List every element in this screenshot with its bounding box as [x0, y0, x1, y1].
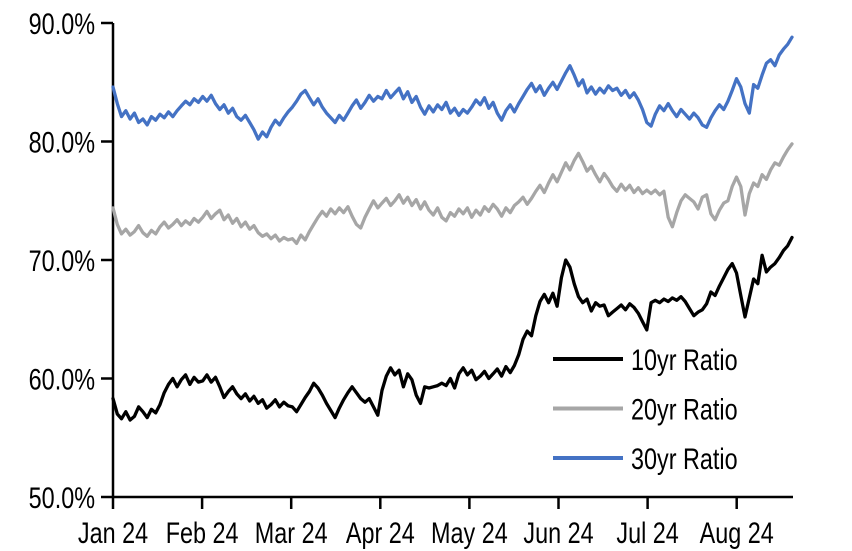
legend-label: 10yr Ratio: [631, 343, 738, 376]
legend-item-30yr-ratio: 30yr Ratio: [553, 442, 738, 476]
x-tick-label: Jun 24: [523, 516, 593, 549]
x-tick-label: Jul 24: [616, 516, 678, 549]
x-tick-label: May 24: [431, 516, 508, 549]
x-tick-label: Feb 24: [166, 516, 239, 549]
y-tick-label: 80.0%: [29, 126, 95, 159]
x-tick-label: Apr 24: [346, 516, 415, 549]
x-tick-label: Aug 24: [700, 516, 774, 549]
legend-item-10yr-ratio: 10yr Ratio: [553, 343, 738, 377]
series-line-20yr-ratio: [111, 142, 794, 246]
legend-label: 20yr Ratio: [631, 393, 738, 426]
series-line-10yr-ratio: [111, 235, 794, 422]
legend: 10yr Ratio 20yr Ratio 30yr Ratio: [553, 343, 738, 476]
y-tick-label: 50.0%: [29, 481, 95, 514]
legend-item-20yr-ratio: 20yr Ratio: [553, 393, 738, 426]
legend-label: 30yr Ratio: [631, 442, 738, 475]
y-tick-label: 70.0%: [29, 244, 95, 277]
x-tick-label: Jan 24: [78, 516, 148, 549]
y-tick-label: 60.0%: [29, 363, 95, 396]
x-tick-label: Mar 24: [255, 516, 328, 549]
series-line-30yr-ratio: [111, 35, 794, 141]
y-tick-label: 90.0%: [29, 7, 95, 40]
